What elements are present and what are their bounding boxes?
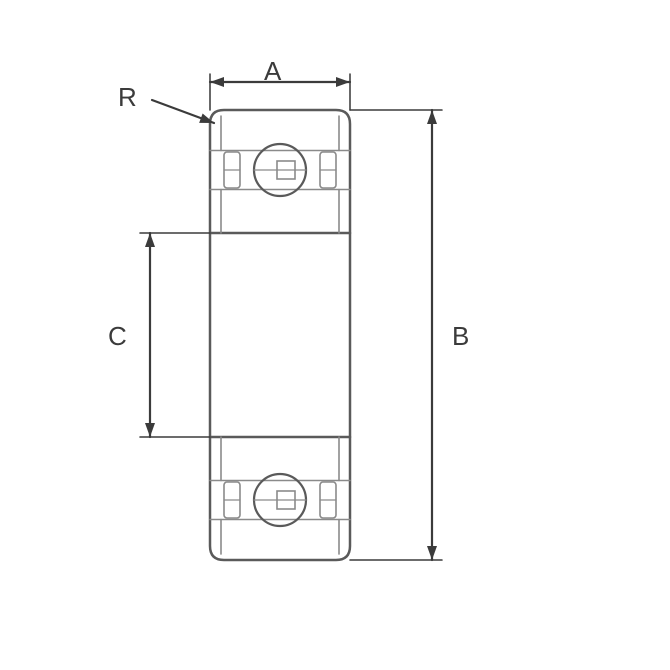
diagram-svg: [0, 0, 670, 670]
dimension-label-a: A: [264, 56, 281, 87]
dimension-label-c: C: [108, 321, 127, 352]
dimension-label-r: R: [118, 82, 137, 113]
bearing-diagram: A B C R: [0, 0, 670, 670]
dimension-label-b: B: [452, 321, 469, 352]
